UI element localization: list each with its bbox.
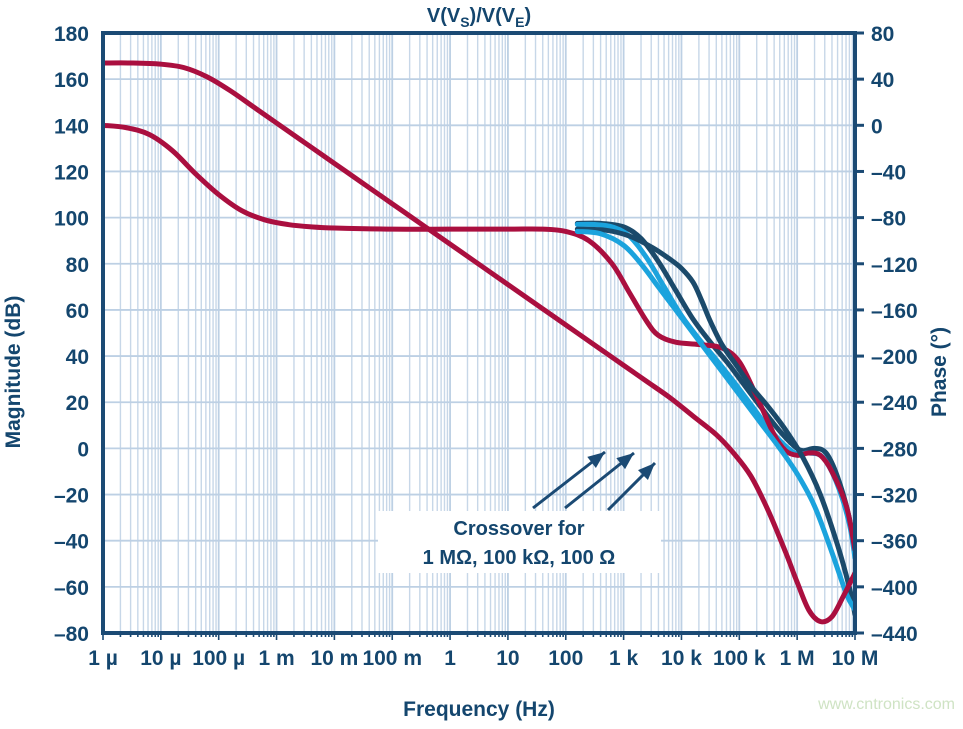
- x-tick-0: 1 µ: [88, 647, 118, 670]
- x-axis-tick-labels: 1 µ 10 µ 100 µ 1 m 10 m 100 m 1 10 100 1 k 10 k 100…: [88, 647, 878, 670]
- x-tick-4: 10 m: [310, 647, 358, 670]
- y-left-tick-0: 180: [54, 23, 89, 46]
- annotation-arrow-head-0: [587, 452, 605, 468]
- y-right-tick-12: –400: [871, 577, 918, 600]
- x-tick-3: 1 m: [258, 647, 294, 670]
- y-right-tick-5: –120: [871, 254, 918, 277]
- x-tick-11: 100 k: [713, 647, 766, 670]
- y-left-tick-13: –80: [54, 623, 89, 646]
- curve-magnitude-1M: [103, 60, 855, 625]
- x-tick-2: 100 µ: [192, 647, 245, 670]
- y-right-tick-0: 80: [871, 23, 894, 46]
- x-tick-5: 100 m: [362, 647, 422, 670]
- y-right-tick-10: –320: [871, 485, 918, 508]
- x-tick-9: 1 k: [609, 647, 639, 670]
- annotation-line-2: 1 MΩ, 100 kΩ, 100 Ω: [423, 547, 616, 569]
- annotation-backdrop: [378, 511, 661, 573]
- y-axis-left-title: Magnitude (dB): [2, 296, 25, 449]
- y-right-tick-4: –80: [871, 208, 906, 231]
- y-right-tick-1: 40: [871, 69, 894, 92]
- x-tick-13: 10 M: [832, 647, 879, 670]
- y-left-tick-9: 0: [77, 438, 89, 461]
- x-tick-1: 10 µ: [140, 647, 181, 670]
- title-part-end: ): [524, 5, 531, 27]
- crossover-annotation: Crossover for 1 MΩ, 100 kΩ, 100 Ω: [378, 450, 661, 573]
- x-tick-8: 100: [548, 647, 583, 670]
- y-right-tick-8: –240: [871, 392, 918, 415]
- y-right-tick-3: –40: [871, 161, 906, 184]
- y-left-tick-11: –40: [54, 531, 89, 554]
- curve-magnitude-100k: [574, 228, 855, 613]
- y-left-tick-10: –20: [54, 485, 89, 508]
- title-part-mid: )/V(V: [470, 5, 516, 27]
- right-axis-tick-labels: 80 40 0 –40 –80 –120 –160 –200 –240 –280 –320 –360 –…: [871, 23, 918, 646]
- title-subscript-s: S: [460, 14, 469, 30]
- y-right-tick-9: –280: [871, 438, 918, 461]
- curve-phase-1M: [103, 122, 855, 553]
- y-left-tick-2: 140: [54, 115, 89, 138]
- title-part-1: V(V: [427, 5, 461, 27]
- y-right-tick-6: –160: [871, 300, 918, 323]
- y-left-tick-8: 20: [66, 392, 89, 415]
- y-left-tick-5: 80: [66, 254, 89, 277]
- y-right-tick-2: 0: [871, 115, 883, 138]
- curve-magnitude-100: [574, 226, 855, 618]
- annotation-arrow-head-2: [638, 463, 655, 480]
- y-left-tick-7: 40: [66, 346, 89, 369]
- y-left-tick-6: 60: [66, 300, 89, 323]
- annotation-arrow-head-1: [616, 453, 634, 470]
- plot-border: [101, 31, 857, 635]
- y-left-tick-4: 100: [54, 208, 89, 231]
- y-left-tick-3: 120: [54, 161, 89, 184]
- left-axis-tick-labels: 180 160 140 120 100 80 60 40 20 0 –20 –40 –60 –80: [54, 23, 89, 646]
- x-axis-title: Frequency (Hz): [403, 698, 555, 721]
- x-tick-12: 1 M: [780, 647, 815, 670]
- y-axis-right-title: Phase (°): [928, 327, 951, 417]
- annotation-arrows: [532, 450, 657, 512]
- x-tick-10: 10 k: [661, 647, 702, 670]
- chart-title: V(VS)/V(VE): [427, 5, 531, 30]
- curve-phase-100: [574, 220, 855, 558]
- y-left-tick-12: –60: [54, 577, 89, 600]
- y-right-tick-7: –200: [871, 346, 918, 369]
- y-left-tick-1: 160: [54, 69, 89, 92]
- y-right-tick-13: –440: [871, 623, 918, 646]
- y-right-tick-11: –360: [871, 531, 918, 554]
- data-curves: [103, 60, 855, 625]
- title-subscript-e: E: [515, 14, 524, 30]
- x-tick-7: 10: [496, 647, 519, 670]
- annotation-line-1: Crossover for: [453, 518, 584, 540]
- x-tick-6: 1: [444, 647, 456, 670]
- watermark-text: www.cntronics.com: [817, 696, 955, 713]
